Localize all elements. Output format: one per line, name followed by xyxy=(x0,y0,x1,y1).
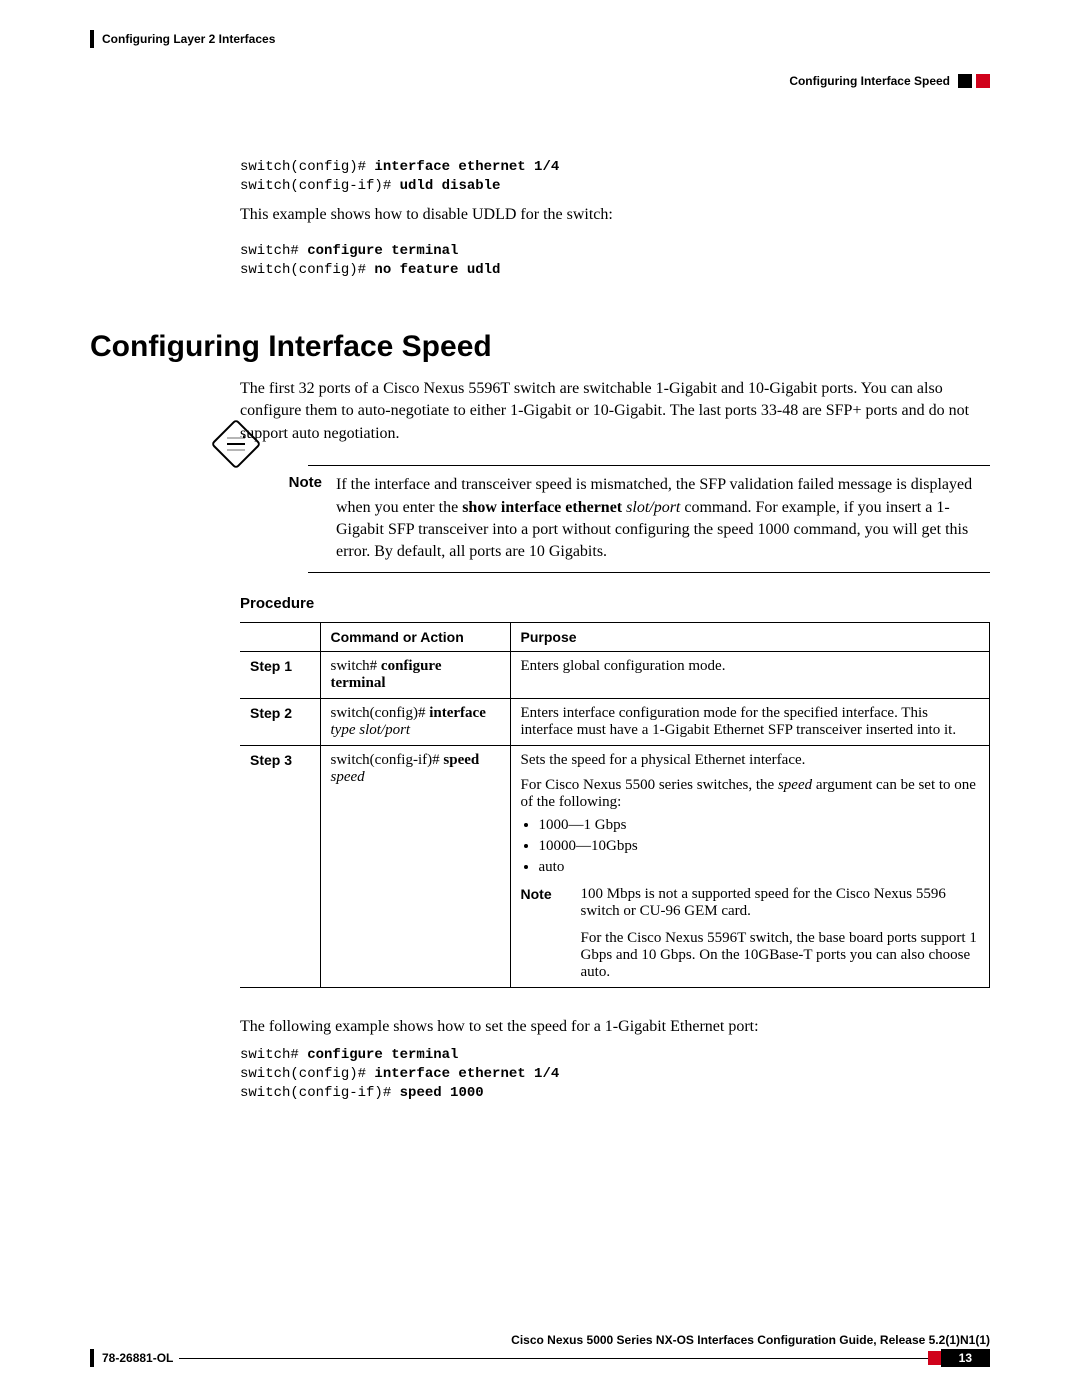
page-header: Configuring Layer 2 Interfaces xyxy=(90,30,990,48)
note-text: If the interface and transceiver speed i… xyxy=(336,474,990,564)
section-paragraph: The first 32 ports of a Cisco Nexus 5596… xyxy=(240,378,990,445)
footer-doc-id: 78-26881-OL xyxy=(102,1351,173,1365)
code-block-1: switch(config)# interface ethernet 1/4 s… xyxy=(240,158,990,196)
code-block-3: switch# configure terminal switch(config… xyxy=(240,1046,990,1103)
page-footer: Cisco Nexus 5000 Series NX-OS Interfaces… xyxy=(90,1333,990,1367)
procedure-heading: Procedure xyxy=(240,595,990,612)
intro-text-1: This example shows how to disable UDLD f… xyxy=(240,204,990,226)
table-row: Step 3 switch(config-if)# speed speed Se… xyxy=(240,745,990,987)
col-step xyxy=(240,622,320,651)
note-label: Note xyxy=(268,474,322,491)
footer-tick xyxy=(90,1349,94,1367)
section-heading: Configuring Interface Speed xyxy=(90,330,990,364)
footer-title: Cisco Nexus 5000 Series NX-OS Interfaces… xyxy=(90,1333,990,1347)
header-left-text: Configuring Layer 2 Interfaces xyxy=(102,32,275,46)
outro-text: The following example shows how to set t… xyxy=(240,1016,990,1038)
table-row: Step 2 switch(config)# interface type sl… xyxy=(240,698,990,745)
code-block-2: switch# configure terminal switch(config… xyxy=(240,242,990,280)
page-number: 13 xyxy=(941,1349,990,1367)
procedure-table: Command or Action Purpose Step 1 switch#… xyxy=(240,622,990,988)
header-decor xyxy=(958,74,990,88)
col-command: Command or Action xyxy=(320,622,510,651)
note-block: Note If the interface and transceiver sp… xyxy=(178,465,990,573)
header-tick xyxy=(90,30,94,48)
footer-decor xyxy=(928,1351,942,1365)
col-purpose: Purpose xyxy=(510,622,990,651)
table-row: Step 1 switch# configure terminal Enters… xyxy=(240,651,990,698)
header-right-text: Configuring Interface Speed xyxy=(789,74,950,88)
